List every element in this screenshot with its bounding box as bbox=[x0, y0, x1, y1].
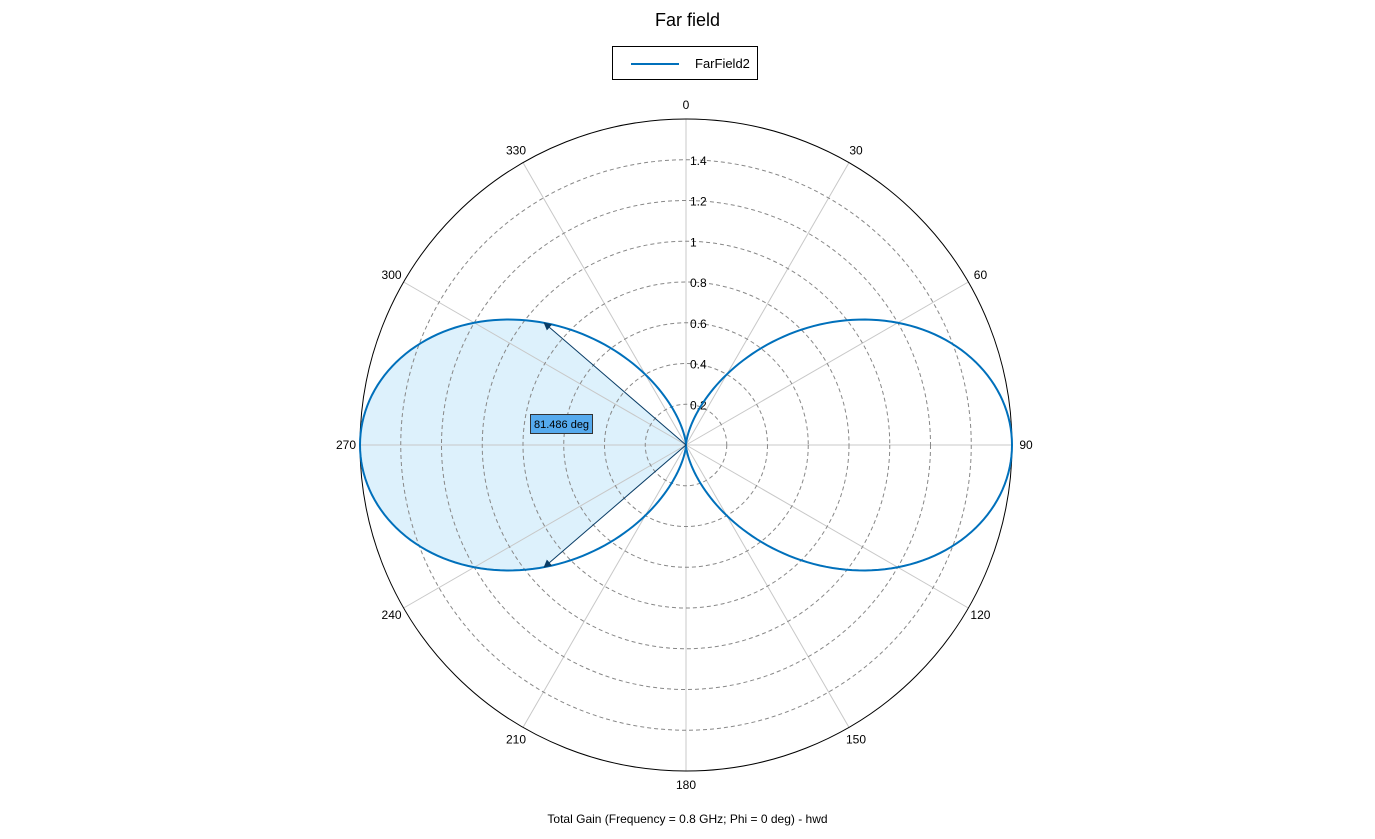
angular-tick-label: 120 bbox=[970, 608, 990, 622]
angular-tick-label: 90 bbox=[1019, 438, 1033, 452]
beamwidth-arrow-upper bbox=[543, 322, 687, 446]
chart-title: Far field bbox=[654, 10, 721, 30]
angular-spoke-210 bbox=[522, 444, 687, 728]
radial-gridline-0.6 bbox=[563, 322, 809, 568]
radial-tick-label: 0.6 bbox=[690, 317, 707, 331]
radial-tick-label: 0.4 bbox=[690, 358, 707, 372]
radial-tick-label: 1.2 bbox=[690, 195, 707, 209]
angular-tick-label: 240 bbox=[382, 608, 402, 622]
radial-gridline-0.4 bbox=[604, 363, 768, 527]
chart-subtitle: Total Gain (Frequency = 0.8 GHz; Phi = 0… bbox=[547, 812, 828, 826]
angular-tick-label: 150 bbox=[846, 732, 866, 746]
beamwidth-arrow-lower bbox=[543, 444, 687, 568]
radial-gridline-1.2 bbox=[441, 200, 931, 690]
radial-gridline-0.2 bbox=[644, 403, 728, 487]
legend-label-farfield2: FarField2 bbox=[695, 56, 750, 71]
angular-spoke-30 bbox=[685, 162, 850, 446]
angular-tick-label: 270 bbox=[336, 438, 356, 452]
angular-tick-label: 300 bbox=[382, 268, 402, 282]
angular-tick-label: 0 bbox=[683, 98, 690, 112]
legend-line-farfield2 bbox=[631, 63, 679, 65]
angular-tick-label: 330 bbox=[506, 144, 526, 158]
angular-spoke-240 bbox=[403, 444, 687, 609]
radial-tick-label: 0.8 bbox=[690, 276, 707, 290]
angular-tick-label: 210 bbox=[506, 732, 526, 746]
angular-tick-label: 60 bbox=[974, 268, 988, 282]
legend: FarField2 bbox=[612, 46, 758, 80]
angular-tick-label: 30 bbox=[849, 144, 863, 158]
angular-tick-label: 180 bbox=[676, 778, 696, 792]
radial-gridline-1 bbox=[481, 240, 891, 650]
radial-gridline-0.8 bbox=[522, 281, 850, 609]
radial-gridline-1.4 bbox=[400, 159, 972, 731]
radial-tick-label: 1.4 bbox=[690, 154, 707, 168]
beamwidth-annotation-label: 81.486 deg bbox=[530, 414, 594, 434]
radial-tick-label: 1 bbox=[690, 235, 697, 249]
